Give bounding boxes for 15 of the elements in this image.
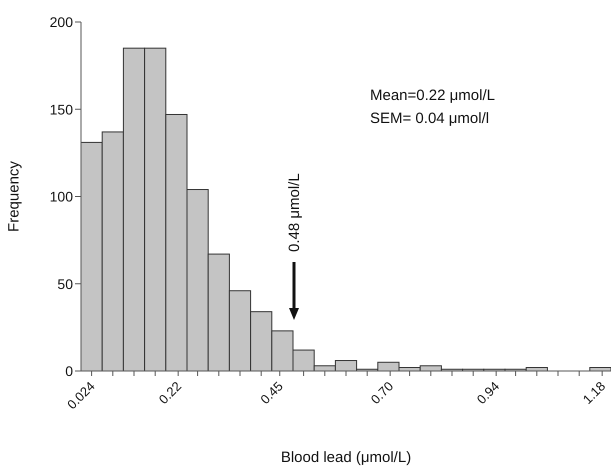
y-tick-label: 150 [50,101,74,118]
y-tick-label: 100 [50,188,74,204]
x-axis-title: Blood lead (μmol/L) [280,449,412,466]
y-tick-label: 50 [57,276,74,292]
x-tick-label: 0.22 [156,378,184,408]
x-tick-label: 0.70 [368,378,396,408]
x-tick-label: 0.94 [474,378,502,408]
y-tick-label: 0 [65,363,74,379]
y-axis-title: Frequency [5,160,22,232]
annotation: 0.48 μmol/L [286,173,303,252]
x-tick-label: 0.45 [257,378,286,408]
x-tick-label: 1.18 [580,378,608,408]
annotation: Mean=0.22 μmol/L [370,87,495,104]
annotation: SEM= 0.04 μmol/l [370,110,490,127]
y-tick-label: 200 [50,14,74,30]
